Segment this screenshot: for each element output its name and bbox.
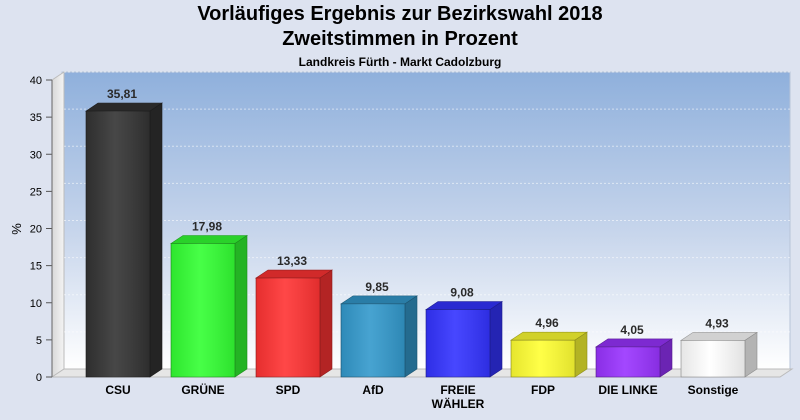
bar-shine	[596, 346, 660, 377]
x-tick-label: FDP	[531, 383, 555, 397]
y-axis-label: %	[9, 223, 24, 235]
x-tick-label: AfD	[362, 383, 384, 397]
bar-shine	[681, 340, 745, 377]
bar-side	[404, 295, 418, 378]
x-tick-label: SPD	[276, 383, 301, 397]
plot-left-wall	[51, 71, 65, 378]
data-label: 4,05	[620, 323, 644, 337]
data-label: 4,93	[705, 316, 729, 330]
x-tick-label: DIE LINKE	[598, 383, 657, 397]
bar-side	[149, 102, 163, 378]
x-tick-label: Sonstige	[688, 383, 739, 397]
y-tick-label: 40	[30, 75, 42, 87]
bar-top	[510, 331, 588, 341]
data-label: 17,98	[192, 219, 222, 233]
bar-top	[170, 235, 248, 244]
bar-side	[489, 301, 503, 378]
bar-shine	[511, 340, 575, 377]
y-tick-label: 5	[36, 335, 42, 347]
y-tick-label: 25	[30, 186, 42, 198]
bar-shine	[256, 278, 320, 377]
chart-title: Vorläufiges Ergebnis zur Bezirkswahl 201…	[197, 3, 603, 25]
bar-shine	[341, 303, 405, 377]
bar-shine	[86, 111, 150, 377]
x-tick-label: WÄHLER	[432, 396, 485, 411]
bar-side	[234, 234, 248, 378]
bar-top	[425, 301, 503, 310]
data-label: 9,85	[365, 280, 389, 294]
y-tick-label: 35	[30, 112, 42, 124]
bar-top	[340, 295, 418, 305]
chart-title-line2: Zweitstimmen in Prozent	[282, 28, 518, 50]
y-tick-label: 10	[30, 298, 42, 310]
y-tick-label: 20	[30, 224, 42, 236]
bar-shine	[171, 243, 235, 377]
bar-top	[680, 332, 758, 341]
data-label: 4,96	[535, 316, 559, 330]
bar-top	[255, 269, 333, 279]
bar-top	[85, 102, 163, 112]
bar-side	[574, 331, 588, 378]
y-tick-label: 30	[30, 149, 42, 161]
bar-top	[595, 338, 673, 348]
x-tick-label: FREIE	[440, 383, 475, 397]
bar-shine	[426, 309, 490, 377]
data-label: 13,33	[277, 254, 307, 268]
bar-side	[319, 269, 333, 378]
y-tick-label: 0	[36, 372, 42, 384]
x-tick-label: GRÜNE	[181, 382, 224, 397]
chart-subtitle: Landkreis Fürth - Markt Cadolzburg	[298, 55, 502, 69]
bar-side	[744, 331, 758, 378]
data-label: 9,08	[450, 286, 474, 300]
x-tick-label: CSU	[105, 383, 130, 397]
y-tick-label: 15	[30, 261, 42, 273]
data-label: 35,81	[107, 87, 137, 101]
